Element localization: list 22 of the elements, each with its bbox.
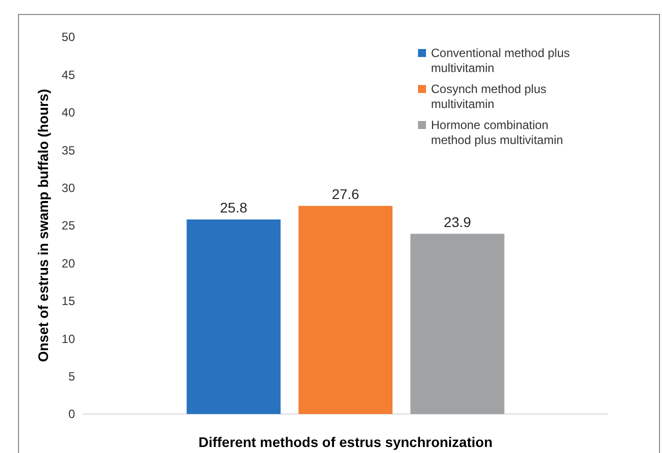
legend-label: Conventional method plus multivitamin xyxy=(431,46,570,76)
y-tick-label: 10 xyxy=(62,332,76,346)
data-label: 25.8 xyxy=(220,199,248,216)
y-axis-title: Onset of estrus in swamp buffalo (hours) xyxy=(35,88,51,362)
y-tick-label: 25 xyxy=(62,218,76,233)
bar xyxy=(298,206,392,414)
y-tick-label: 40 xyxy=(62,106,76,120)
bar xyxy=(186,219,281,414)
y-tick-label: 50 xyxy=(62,30,76,44)
bar xyxy=(410,234,504,414)
y-tick-label: 35 xyxy=(62,143,76,158)
data-label: 23.9 xyxy=(444,214,472,230)
data-label: 27.6 xyxy=(332,186,360,202)
y-tick-label: 5 xyxy=(68,370,76,384)
y-tick-label: 20 xyxy=(62,256,76,270)
y-tick-label: 0 xyxy=(68,407,76,422)
y-tick-label: 45 xyxy=(62,68,76,82)
legend-label: Hormone combination method plus multivitamin xyxy=(431,118,564,148)
y-tick-label: 30 xyxy=(62,181,76,195)
x-axis-title: Different methods of estrus synchronization xyxy=(198,434,493,450)
y-tick-label: 15 xyxy=(62,294,76,308)
legend-label: Cosynch method plus multivitamin xyxy=(431,82,546,112)
